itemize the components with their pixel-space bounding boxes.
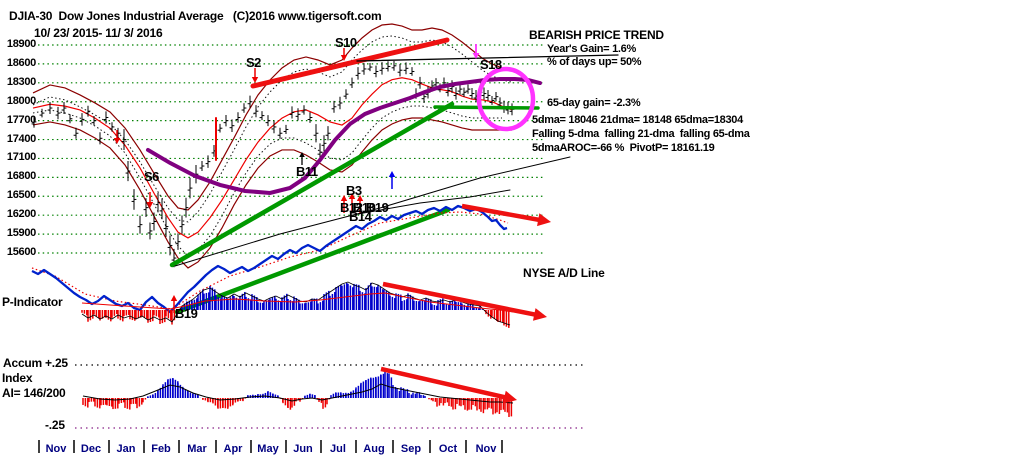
arrow-head	[472, 53, 480, 59]
ma21-line	[32, 77, 513, 239]
arrow-shaft	[380, 366, 512, 401]
y-axis-label: 18000	[6, 94, 36, 107]
highlight-circle	[476, 66, 536, 132]
arrow-head	[340, 55, 348, 61]
signal-label: S18	[480, 57, 502, 72]
aroc-pivot: 5dmaAROC=-66 % PivotP= 18161.19	[532, 142, 715, 154]
trendline	[169, 101, 455, 268]
arrow-head	[537, 213, 551, 227]
month-label: Nov	[45, 443, 67, 455]
y-axis-label: 18300	[6, 75, 36, 88]
month-label: Dec	[80, 443, 102, 455]
years-gain: Year's Gain= 1.6%	[547, 43, 636, 55]
arrow-head	[251, 77, 259, 83]
arrow-shaft	[461, 203, 546, 224]
ad-ma-dotted-line	[31, 211, 509, 310]
trendline	[357, 189, 511, 215]
inner-upper-dotted-band	[32, 35, 513, 223]
index-label: Index	[2, 371, 33, 385]
month-label: Jun	[293, 443, 313, 455]
signal-label: S2	[246, 55, 261, 70]
arrow-head	[113, 138, 121, 144]
arrow-head	[340, 195, 348, 201]
accum-minus-level: -.25	[45, 418, 65, 432]
y-axis-label: 15600	[6, 246, 36, 258]
month-label: Sep	[400, 443, 422, 455]
signal-label: B12	[340, 200, 363, 215]
signal-label: B19	[175, 306, 198, 321]
gain-65day: 65-day gain= -2.3%	[547, 97, 641, 109]
accum-smooth-line	[82, 383, 514, 404]
upper-band-line	[32, 23, 513, 211]
month-label: Mar	[187, 443, 207, 455]
arrow-head	[388, 171, 396, 177]
month-label: Jan	[116, 443, 136, 455]
arrow-head	[356, 195, 364, 201]
arrow-head	[502, 390, 517, 404]
month-label: Aug	[363, 443, 385, 455]
nyse-ad-line	[31, 204, 508, 314]
y-axis-label: 17700	[6, 113, 36, 126]
trendline	[174, 207, 451, 315]
date-range: 10/ 23/ 2015- 11/ 3/ 2016	[34, 26, 163, 40]
arrow-shaft	[382, 281, 542, 318]
arrow-head	[348, 193, 356, 199]
month-label: Feb	[151, 443, 171, 455]
y-axis-label: 18600	[6, 56, 36, 69]
y-axis-label: 17400	[6, 132, 36, 145]
days-up-pct: % of days up= 50%	[547, 56, 642, 68]
p-indicator-envelope	[81, 281, 511, 326]
y-axis: 18900 18600 18300 18000 17700 17400 17100 16800…	[0, 0, 40, 463]
p-indicator-label: P-Indicator	[2, 295, 63, 309]
y-axis-label: 16200	[6, 208, 36, 221]
y-axis-label: 18900	[6, 38, 36, 50]
signal-label: B14	[349, 209, 373, 224]
arrow-head	[170, 295, 178, 301]
chart-title: DJIA-30 Dow Jones Industrial Average (C)…	[9, 9, 382, 23]
arrow-head	[299, 152, 305, 157]
month-label: Jul	[330, 443, 346, 455]
trendline	[433, 105, 540, 110]
signal-label: S6	[144, 169, 159, 184]
inner-lower-dotted-band	[32, 105, 502, 257]
month-label: Oct	[438, 443, 458, 455]
dma-values: 5dma= 18046 21dma= 18148 65dma=18304	[532, 114, 743, 126]
trendline	[174, 156, 571, 267]
lower-band-line	[32, 117, 512, 269]
accum-label: Accum	[3, 356, 43, 370]
arrow-head	[532, 308, 547, 321]
y-axis-label: 16500	[6, 189, 36, 202]
signal-label: B10	[353, 200, 376, 215]
month-label: May	[257, 443, 279, 455]
y-axis-label: 16800	[6, 170, 36, 183]
month-label: Nov	[475, 443, 497, 455]
accum-plus-level: +.25	[45, 356, 68, 370]
trendline	[356, 54, 619, 62]
month-axis: Nov Dec Jan Feb Mar Apr May Jun Jul Aug Sep Oct Nov	[0, 443, 1024, 463]
month-label: Apr	[223, 443, 243, 455]
y-axis-label: 15900	[6, 227, 36, 240]
dma-trends: Falling 5-dma falling 21-dma falling 65-…	[532, 128, 750, 140]
trendline	[250, 37, 450, 89]
ai-ratio: AI= 146/200	[2, 386, 66, 400]
y-axis-label: 17100	[6, 151, 36, 164]
ad-line-label: NYSE A/D Line	[523, 266, 605, 280]
signal-label: B19	[366, 200, 389, 215]
trend-status: BEARISH PRICE TREND	[529, 28, 664, 42]
p-indicator-ma-line	[81, 292, 515, 313]
arrow-head	[146, 202, 154, 208]
signal-label: S10	[335, 35, 357, 50]
signal-label: B11	[296, 164, 318, 179]
signal-label: B3	[346, 183, 362, 198]
